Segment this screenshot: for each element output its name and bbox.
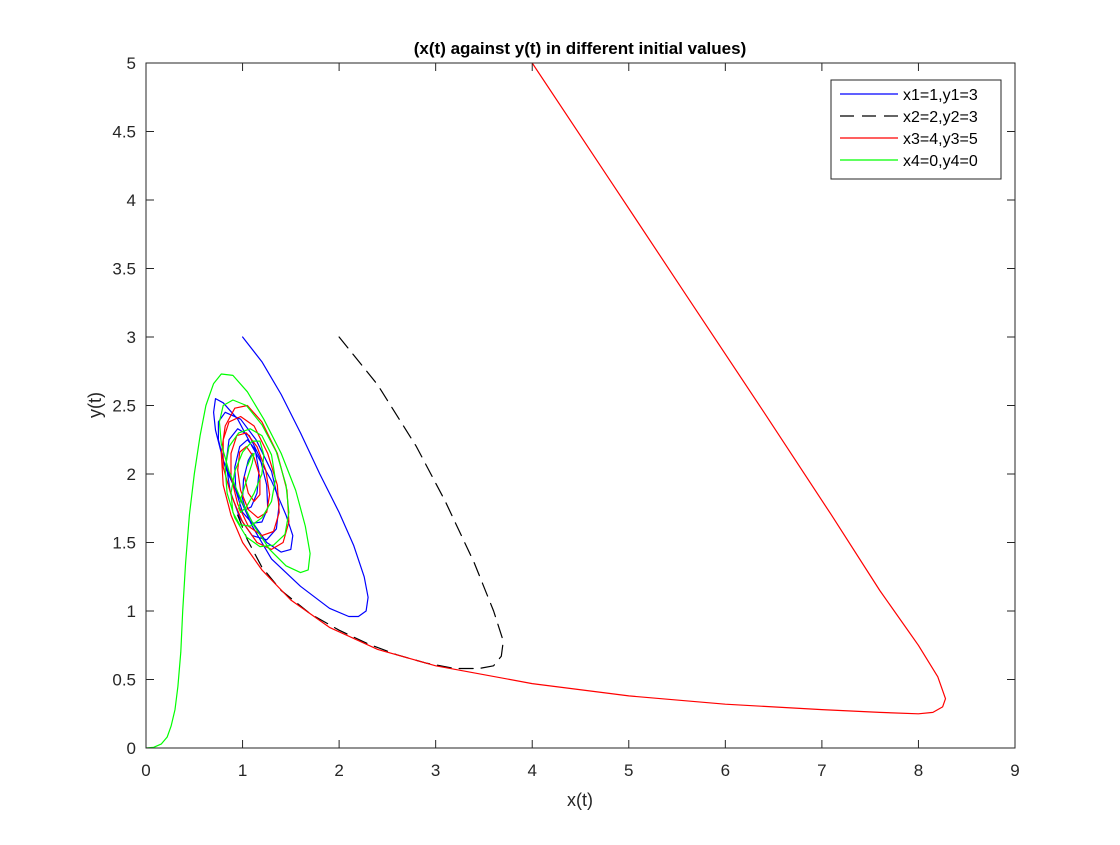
x-tick-label: 5 (624, 761, 633, 780)
y-tick-label: 2 (127, 465, 136, 484)
tick-layer: 0 1 2 3 4 5 6 7 8 9 0 0.5 1 1.5 2 2.5 3 3.5 4 4.5 5 (112, 54, 1019, 780)
y-tick-label: 0.5 (112, 671, 136, 690)
y-tick-label: 5 (127, 54, 136, 73)
y-tick-label: 0 (127, 739, 136, 758)
y-axis-label: y(t) (85, 392, 105, 418)
legend-label-3: x3=4,y3=5 (903, 131, 978, 148)
series-line-4 (146, 373, 311, 748)
x-axis-label: x(t) (567, 790, 593, 810)
x-tick-label: 7 (817, 761, 826, 780)
y-tick-label: 1.5 (112, 534, 136, 553)
x-tick-label: 0 (141, 761, 150, 780)
x-tick-label: 4 (527, 761, 536, 780)
legend: x1=1,y1=3 x2=2,y2=3 x3=4,y3=5 x4=0,y4=0 (830, 79, 1002, 180)
x-tick-label: 3 (431, 761, 440, 780)
y-tick-label: 4.5 (112, 123, 136, 142)
y-tick-label: 3 (127, 328, 136, 347)
x-tick-label: 2 (334, 761, 343, 780)
y-tick-label: 2.5 (112, 397, 136, 416)
x-tick-label: 6 (721, 761, 730, 780)
y-tick-label: 4 (127, 191, 136, 210)
x-tick-label: 8 (914, 761, 923, 780)
legend-label-2: x2=2,y2=3 (903, 109, 978, 126)
y-tick-label: 1 (127, 602, 136, 621)
legend-label-1: x1=1,y1=3 (903, 87, 978, 104)
x-tick-label: 9 (1010, 761, 1019, 780)
y-tick-label: 3.5 (112, 260, 136, 279)
legend-items: x1=1,y1=3 x2=2,y2=3 x3=4,y3=5 x4=0,y4=0 (840, 87, 978, 170)
series-layer (146, 63, 947, 748)
chart-title: (x(t) against y(t) in different initial … (414, 39, 746, 58)
legend-label-4: x4=0,y4=0 (903, 153, 978, 170)
x-tick-label: 1 (238, 761, 247, 780)
legend-box (830, 79, 1002, 180)
